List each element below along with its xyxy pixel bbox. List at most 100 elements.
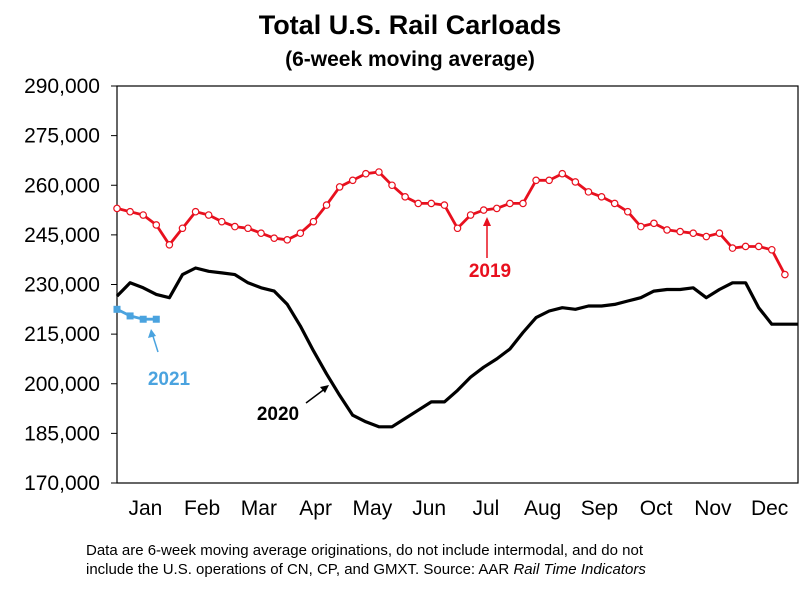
x-tick-label: Jun: [412, 497, 446, 520]
annotation-2019-label: 2019: [469, 261, 511, 282]
footnote-line-2: include the U.S. operations of CN, CP, a…: [86, 560, 786, 579]
chart-subtitle: (6-week moving average): [285, 48, 535, 71]
data-point-2019: [781, 270, 789, 279]
data-point-2019: [283, 236, 292, 244]
data-point-2019: [270, 234, 278, 242]
data-point-2019: [545, 176, 553, 185]
x-tick-label: May: [353, 497, 393, 520]
data-point-2019: [217, 217, 226, 226]
y-axis: 290,000 275,000 260,000 245,000 230,000 215,0…: [24, 75, 117, 495]
data-point-2019: [139, 211, 147, 219]
annotation-2019-arrowhead: [483, 217, 491, 226]
data-point-2019: [388, 181, 396, 190]
annotation-2021-arrowhead: [148, 329, 156, 338]
x-tick-label: Mar: [241, 497, 277, 520]
data-point-2019: [231, 222, 239, 231]
y-tick-label: 170,000: [24, 472, 100, 495]
series-2021: [113, 305, 160, 323]
y-tick-label: 185,000: [24, 422, 100, 445]
data-point-2019: [728, 244, 737, 252]
data-point-2019: [427, 199, 436, 208]
data-point-2019: [689, 229, 698, 238]
data-point-2019: [309, 217, 318, 226]
data-point-2019: [165, 241, 174, 249]
data-point-2019: [152, 221, 161, 229]
footnote-line-1: Data are 6-week moving average originati…: [86, 542, 644, 559]
data-point-2019: [479, 206, 488, 214]
data-point-2019: [741, 242, 750, 251]
y-tick-label: 275,000: [24, 125, 100, 148]
data-point-2019: [375, 168, 383, 176]
data-point-2019: [244, 224, 252, 233]
x-tick-label: Oct: [640, 497, 673, 520]
y-tick-label: 290,000: [24, 75, 100, 98]
chart-title: Total U.S. Rail Carloads: [259, 10, 562, 40]
x-tick-label: Sep: [581, 497, 618, 520]
data-point-2019: [466, 211, 475, 219]
data-point-2021: [126, 312, 134, 320]
data-point-2019: [597, 193, 606, 201]
footnote-line-2-text: include the U.S. operations of CN, CP, a…: [86, 561, 514, 578]
annotation-2020-label: 2020: [257, 404, 299, 425]
data-point-2019: [715, 229, 724, 238]
data-point-2021: [152, 315, 160, 323]
data-point-2021: [139, 315, 147, 323]
footnote-source-italic: Rail Time Indicators: [513, 561, 646, 578]
data-point-2019: [414, 199, 423, 208]
data-point-2021: [113, 305, 121, 313]
data-point-2019: [506, 199, 514, 208]
data-point-2019: [492, 204, 501, 213]
x-tick-label: Jul: [472, 497, 499, 520]
data-point-2019: [322, 201, 331, 209]
data-point-2019: [178, 224, 187, 233]
data-point-2019: [663, 226, 671, 234]
data-point-2019: [204, 211, 213, 219]
data-point-2019: [401, 193, 409, 201]
x-tick-label: Jan: [128, 497, 162, 520]
data-point-2019: [335, 183, 344, 191]
data-point-2019: [650, 219, 658, 228]
plot-area: [116, 85, 799, 484]
series-line-2020: [115, 266, 798, 429]
data-point-2019: [191, 207, 200, 216]
data-point-2019: [754, 242, 763, 251]
footnote: Data are 6-week moving average originati…: [86, 541, 786, 579]
data-point-2019: [676, 227, 684, 236]
y-tick-label: 215,000: [24, 323, 100, 346]
data-point-2019: [532, 176, 540, 185]
data-point-2019: [453, 224, 462, 233]
data-point-2019: [440, 201, 449, 209]
chart-canvas: Total U.S. Rail Carloads (6-week moving …: [24, 10, 799, 520]
data-point-2019: [113, 204, 121, 213]
series-2019: [113, 168, 789, 279]
data-point-2019: [257, 229, 265, 238]
x-tick-label: Aug: [524, 497, 561, 520]
y-tick-label: 200,000: [24, 373, 100, 396]
x-axis: Jan Feb Mar Apr May Jun Jul Aug Sep Oct Nov Dec: [128, 497, 788, 520]
data-point-2019: [126, 207, 134, 216]
annotation-2021-label: 2021: [148, 369, 191, 390]
data-point-2019: [623, 207, 632, 216]
annotation-2020-arrowhead: [320, 385, 329, 393]
data-point-2019: [584, 188, 593, 196]
data-point-2019: [558, 169, 567, 178]
data-point-2019: [768, 245, 776, 254]
data-point-2019: [362, 169, 370, 178]
series-line-2021: [116, 308, 157, 321]
series-line-2019: [116, 170, 787, 276]
data-point-2019: [610, 199, 619, 208]
data-point-2019: [519, 199, 527, 208]
y-tick-label: 245,000: [24, 224, 100, 247]
data-point-2019: [348, 176, 357, 185]
x-tick-label: Apr: [299, 497, 332, 520]
series-layer: [113, 168, 798, 429]
data-point-2019: [702, 232, 711, 241]
x-tick-label: Nov: [694, 497, 732, 520]
annotation-2020-arrow: [305, 387, 327, 404]
x-tick-label: Feb: [184, 497, 220, 520]
y-tick-label: 260,000: [24, 174, 100, 197]
data-point-2019: [637, 222, 645, 231]
y-tick-label: 230,000: [24, 274, 100, 297]
data-point-2019: [296, 229, 305, 238]
series-2020: [115, 266, 798, 429]
